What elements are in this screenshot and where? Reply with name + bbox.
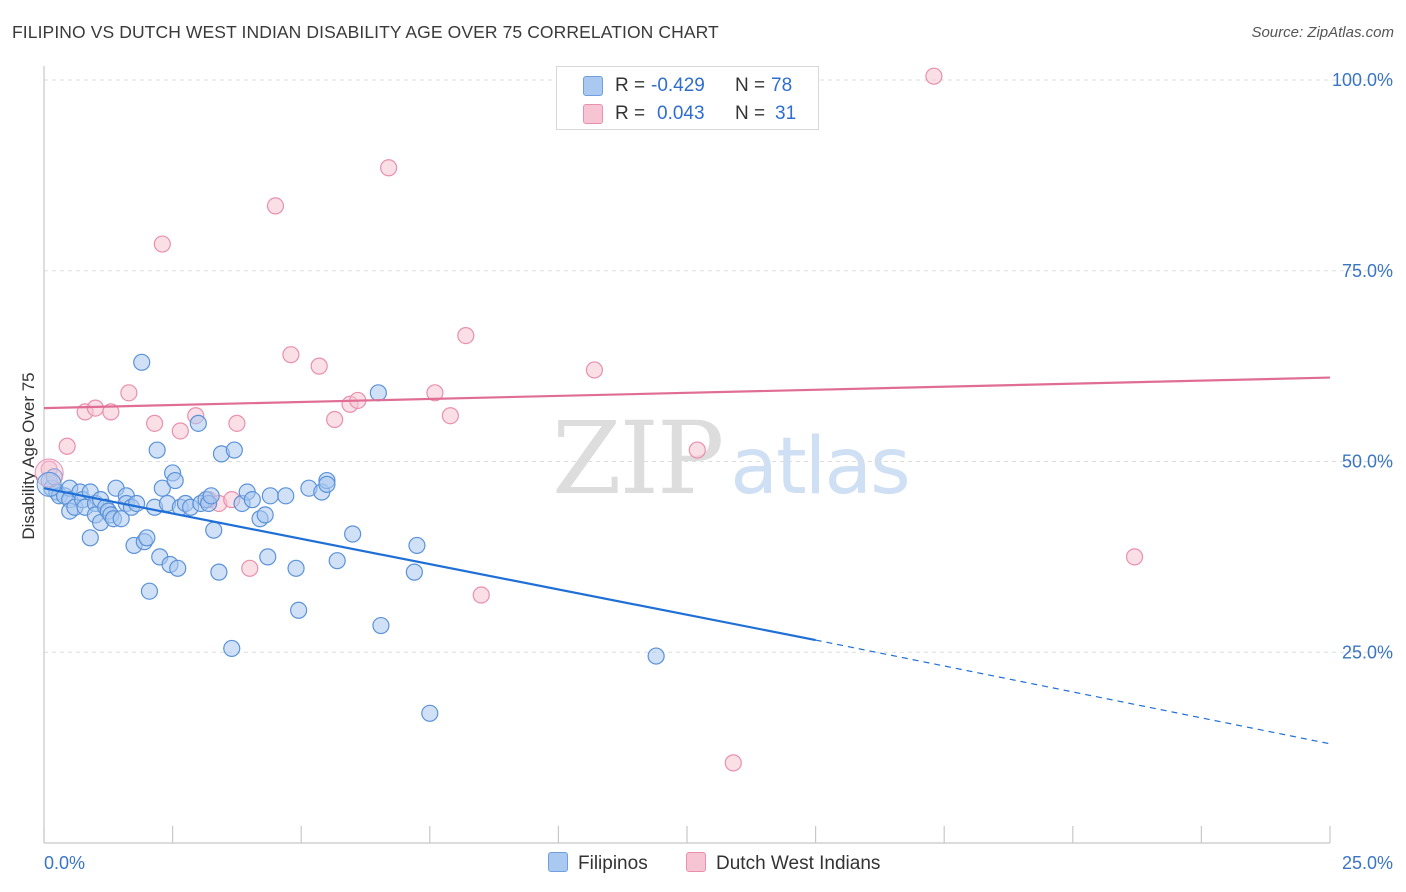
point-filipinos — [166, 471, 184, 490]
point-dutch-west-indians — [241, 559, 259, 577]
point-filipinos — [112, 510, 130, 528]
point-dutch-west-indians — [326, 410, 344, 429]
point-filipinos — [223, 639, 241, 658]
point-filipinos — [256, 506, 274, 524]
point-filipinos — [287, 559, 305, 577]
point-filipinos — [138, 529, 156, 547]
point-dutch-west-indians — [120, 384, 138, 402]
point-dutch-west-indians — [585, 361, 604, 379]
point-cluster-filipinos — [36, 471, 62, 497]
legend-n-value: 78 — [771, 75, 793, 96]
point-filipinos — [81, 529, 99, 547]
point-filipinos — [225, 441, 243, 459]
point-filipinos — [169, 559, 187, 577]
point-dutch-west-indians — [310, 357, 328, 375]
legend-n-label: N = — [735, 75, 766, 96]
point-dutch-west-indians — [58, 437, 76, 455]
legend-n-label: N = — [735, 103, 766, 124]
chart-title: FILIPINO VS DUTCH WEST INDIAN DISABILITY… — [12, 22, 719, 42]
point-filipinos — [408, 536, 426, 555]
point-filipinos — [372, 616, 390, 635]
legend-r-label: R = — [615, 75, 646, 96]
point-filipinos — [243, 491, 261, 509]
y-tick-label: 25.0% — [1342, 642, 1393, 662]
y-tick-label: 100.0% — [1332, 70, 1393, 90]
y-tick-label: 75.0% — [1342, 261, 1393, 281]
point-dutch-west-indians — [145, 414, 164, 432]
point-dutch-west-indians — [472, 586, 490, 604]
legend-row-dutch-west-indians: R = 0.043 N = 31 — [557, 100, 820, 128]
point-filipinos — [259, 548, 277, 566]
point-dutch-west-indians — [380, 159, 398, 177]
trendline-filipinos — [43, 487, 816, 642]
point-filipinos — [318, 475, 336, 493]
legend-n-value: 31 — [775, 103, 797, 124]
point-dutch-west-indians — [688, 441, 706, 459]
bottom-legend-dutch-west-indians: Dutch West Indians — [686, 852, 880, 876]
point-filipinos — [421, 704, 439, 722]
point-filipinos — [133, 353, 151, 371]
point-dutch-west-indians — [171, 422, 189, 440]
point-filipinos — [328, 552, 346, 570]
bottom-legend-label-filipinos: Filipinos — [578, 853, 648, 874]
point-filipinos — [344, 525, 362, 543]
point-filipinos — [290, 601, 308, 619]
legend-r-label: R = — [615, 103, 646, 124]
point-filipinos — [140, 582, 159, 600]
point-dutch-west-indians — [282, 346, 300, 364]
point-dutch-west-indians — [1125, 548, 1144, 566]
point-filipinos — [277, 487, 295, 505]
point-filipinos — [153, 479, 171, 497]
point-dutch-west-indians — [457, 327, 475, 345]
bottom-legend-filipinos: Filipinos — [548, 852, 648, 876]
legend-r-value: 0.043 — [657, 103, 705, 124]
x-tick-label: 0.0% — [44, 853, 85, 873]
source-label: Source: ZipAtlas.com — [1251, 24, 1394, 41]
point-filipinos — [189, 414, 207, 432]
point-dutch-west-indians — [441, 407, 459, 425]
bottom-legend-swatch-filipinos — [548, 852, 568, 872]
point-filipinos — [148, 441, 166, 459]
legend-r-value: -0.429 — [651, 75, 705, 96]
watermark-atlas: atlas — [730, 422, 910, 512]
point-filipinos — [127, 494, 146, 513]
point-filipinos — [205, 521, 223, 539]
point-dutch-west-indians — [153, 235, 171, 253]
point-dutch-west-indians — [102, 403, 120, 421]
point-dutch-west-indians — [228, 414, 246, 432]
y-axis-label: Disability Age Over 75 — [19, 372, 38, 539]
point-dutch-west-indians — [266, 197, 285, 215]
watermark: ZIP atlas — [552, 400, 911, 517]
point-filipinos — [647, 647, 665, 665]
watermark-zip: ZIP — [552, 400, 724, 517]
point-filipinos — [202, 487, 220, 505]
trendline-dutch-west-indians — [43, 376, 1331, 410]
point-dutch-west-indians — [925, 67, 943, 85]
x-tick-label: 25.0% — [1342, 853, 1393, 873]
legend-swatch-filipinos — [583, 76, 603, 96]
point-filipinos — [405, 563, 423, 581]
legend-row-filipinos: R = -0.429 N = 78 — [557, 72, 820, 100]
legend: R = -0.429 N = 78 R = 0.043 N = 31 — [556, 66, 819, 130]
point-cluster-dutch-west-indians — [34, 458, 64, 488]
bottom-legend-swatch-dutch-west-indians — [686, 852, 706, 872]
legend-swatch-dutch-west-indians — [583, 104, 603, 124]
point-filipinos — [210, 563, 228, 581]
trendline-filipinos-extension — [815, 639, 1331, 745]
point-filipinos — [369, 384, 387, 402]
point-filipinos — [261, 487, 279, 505]
point-dutch-west-indians — [724, 754, 742, 772]
bottom-legend-label-dutch-west-indians: Dutch West Indians — [716, 853, 881, 874]
point-dutch-west-indians — [426, 384, 444, 402]
y-tick-label: 50.0% — [1342, 452, 1393, 472]
